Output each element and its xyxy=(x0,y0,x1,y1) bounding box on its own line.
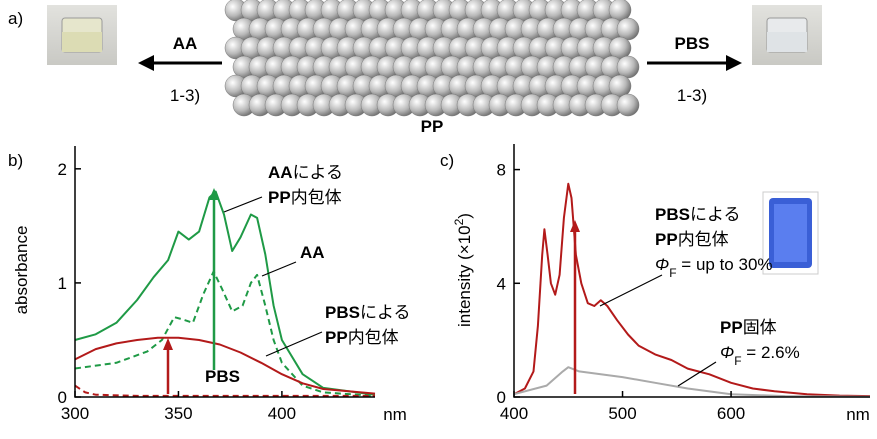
arrow-head xyxy=(163,338,173,350)
text-part: PP xyxy=(720,318,743,337)
y-tick-label: 1 xyxy=(58,274,67,293)
text-part: による xyxy=(360,303,411,322)
x-axis-label: nm xyxy=(383,405,407,424)
y-tick-label: 4 xyxy=(497,274,506,293)
atom xyxy=(609,37,631,59)
annotation: PP内包体 xyxy=(268,188,342,207)
text-part: AA xyxy=(300,243,325,262)
text-part: による xyxy=(293,163,344,182)
text-part: PBS xyxy=(205,367,240,386)
annotation: PBS xyxy=(205,367,240,386)
atom xyxy=(617,94,639,116)
atom xyxy=(617,18,639,40)
annotation: PBSによる xyxy=(325,303,410,322)
text-part: AA xyxy=(268,163,293,182)
text-part: 内包体 xyxy=(291,188,342,207)
text-part: PP xyxy=(655,230,678,249)
atom xyxy=(609,75,631,97)
annotation: PP内包体 xyxy=(325,328,399,347)
y-tick-label: 8 xyxy=(497,161,506,180)
panel-label: b) xyxy=(8,151,23,170)
reference-label: 1-3) xyxy=(170,86,200,105)
text-part: 内包体 xyxy=(678,230,729,249)
text-part: F xyxy=(734,354,741,368)
text-part: による xyxy=(690,205,741,224)
atom xyxy=(617,56,639,78)
annotation: PBSによる xyxy=(655,205,740,224)
reagent-label: AA xyxy=(173,34,198,53)
y-axis-label: absorbance xyxy=(12,226,31,315)
text-part: ) xyxy=(455,213,474,219)
reference-label: 1-3) xyxy=(677,86,707,105)
x-tick-label: 300 xyxy=(61,404,89,423)
text-part: PBS xyxy=(325,303,360,322)
spectrum-line xyxy=(514,367,870,397)
x-axis-label: nm xyxy=(846,405,870,424)
axis-line xyxy=(75,146,375,397)
molecule-model xyxy=(225,0,640,116)
arrow-head xyxy=(570,220,580,232)
text-part: PP xyxy=(268,188,291,207)
text-part: PP xyxy=(325,328,348,347)
y-axis-label: intensity (×102) xyxy=(452,213,474,327)
annotation: PP固体 xyxy=(720,318,777,337)
leader-line xyxy=(600,275,662,306)
text-part: intensity (×10 xyxy=(455,225,474,327)
annotation: AA xyxy=(300,243,325,262)
x-tick-label: 500 xyxy=(608,404,636,423)
x-tick-label: 400 xyxy=(268,404,296,423)
x-tick-label: 600 xyxy=(717,404,745,423)
molecule-label: PP xyxy=(421,117,444,136)
annotation: AAによる xyxy=(268,163,343,182)
annotation: ΦF = up to 30% xyxy=(655,255,773,280)
annotation: PP内包体 xyxy=(655,230,729,249)
spectrum-line xyxy=(75,386,375,396)
vial-photo-aa xyxy=(47,5,117,65)
reagent-label: PBS xyxy=(675,34,710,53)
text-part: PBS xyxy=(655,205,690,224)
y-tick-label: 2 xyxy=(58,160,67,179)
text-part: Φ xyxy=(655,255,669,274)
x-tick-label: 350 xyxy=(164,404,192,423)
text-part: = 2.6% xyxy=(742,343,800,362)
leader-line xyxy=(224,197,262,212)
text-part: F xyxy=(669,266,676,280)
panel-label: c) xyxy=(440,151,454,170)
x-tick-label: 400 xyxy=(500,404,528,423)
text-part: 内包体 xyxy=(348,328,399,347)
vial-photo-pbs xyxy=(752,5,822,65)
text-part: = up to 30% xyxy=(677,255,773,274)
text-part: 固体 xyxy=(743,318,777,337)
text-part: Φ xyxy=(720,343,734,362)
panel-label: a) xyxy=(8,9,23,28)
figure: a) b) c) AA 1-3) PBS 1-3) PP 01230035040… xyxy=(0,0,877,434)
spectrum-line xyxy=(75,192,375,395)
annotation: ΦF = 2.6% xyxy=(720,343,800,368)
